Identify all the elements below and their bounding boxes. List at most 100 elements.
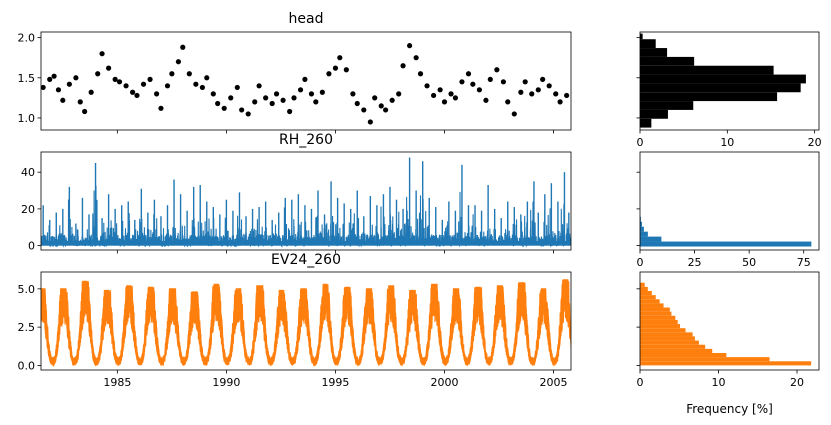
- RH_260-hist-bar: [640, 241, 812, 247]
- head-point: [204, 75, 210, 81]
- head-points: [41, 43, 570, 125]
- head-point: [367, 119, 373, 125]
- x-tick-label: 75: [797, 256, 811, 269]
- head-point: [164, 83, 171, 89]
- head-point: [553, 91, 559, 97]
- x-tick-label: 1985: [103, 376, 131, 389]
- EV24_260-hist-bar: [640, 290, 652, 296]
- head-point: [505, 99, 511, 105]
- EV24_260-hist-bar: [640, 332, 693, 337]
- head-point: [400, 63, 406, 69]
- head-point: [343, 67, 349, 73]
- head-point: [73, 75, 79, 81]
- EV24_260-hist-bar: [640, 286, 648, 291]
- y-tick-label: 40: [21, 166, 35, 179]
- head-point: [540, 76, 546, 82]
- head-point: [511, 111, 517, 117]
- head-point: [354, 100, 360, 107]
- head-point: [332, 65, 339, 71]
- head-hist-bar: [640, 65, 774, 75]
- head-hist-bar: [640, 92, 778, 102]
- EV24_260-hist-xlabel: Frequency [%]: [686, 402, 773, 416]
- head-point: [487, 76, 493, 82]
- EV24_260-hist-bar: [640, 324, 681, 329]
- RH_260-hist-bar: [640, 221, 642, 227]
- head-point: [396, 91, 402, 97]
- head-point: [291, 95, 297, 101]
- head-point: [389, 97, 395, 103]
- ev-band: [41, 279, 571, 368]
- x-tick-label: 20: [790, 376, 804, 389]
- head-hist-bars: [640, 33, 806, 128]
- head-point: [130, 89, 136, 95]
- head-point: [112, 76, 118, 82]
- y-tick-label: 1.0: [18, 112, 36, 125]
- head-point: [302, 76, 308, 82]
- head-point: [459, 79, 465, 85]
- head-point: [175, 59, 182, 65]
- head-point: [147, 76, 153, 82]
- head-point: [313, 99, 319, 105]
- EV24_260-hist-bar: [640, 328, 686, 333]
- EV24_260-hist-bar: [640, 295, 656, 300]
- head-hist-bar: [640, 39, 656, 49]
- y-tick-label: 1.5: [18, 72, 36, 85]
- head-point: [153, 91, 160, 97]
- head-hist-bar: [640, 109, 668, 119]
- head-point: [47, 76, 53, 82]
- x-tick-label: 25: [688, 256, 702, 269]
- EV24_260-hist-bar: [640, 299, 660, 304]
- y-tick-label: 0: [28, 240, 35, 253]
- head-point: [337, 55, 343, 61]
- head-point: [378, 103, 384, 109]
- head-point: [82, 108, 88, 115]
- head-point: [424, 83, 430, 89]
- head-hist-bar: [640, 33, 643, 40]
- head-point: [228, 95, 234, 101]
- EV24_260-hist-bar: [640, 319, 678, 325]
- RH_260-hist-axes: [639, 151, 820, 251]
- head-point: [518, 89, 524, 95]
- head-point: [186, 71, 192, 77]
- head-point: [269, 100, 275, 107]
- head-hist-bar: [640, 83, 801, 93]
- head-point: [60, 97, 66, 103]
- rh-line: [41, 185, 571, 248]
- head-point: [350, 91, 356, 97]
- ev-title: EV24_260: [271, 252, 341, 268]
- head-point: [95, 71, 101, 77]
- head-point: [234, 84, 240, 91]
- rh-title: RH_260: [279, 132, 333, 148]
- head-point: [287, 108, 293, 115]
- head-point: [215, 100, 221, 107]
- head-point: [535, 87, 541, 93]
- head-point: [557, 99, 563, 105]
- head-point: [158, 105, 164, 111]
- x-tick-label: 10: [712, 376, 726, 389]
- head-point: [199, 84, 205, 91]
- head-point: [470, 81, 476, 87]
- x-tick-label: 0: [637, 376, 644, 389]
- head-point: [494, 67, 500, 73]
- RH_260-hist-bar: [640, 236, 662, 242]
- head-point: [273, 91, 280, 97]
- head-point: [413, 55, 419, 61]
- head-point: [169, 71, 175, 77]
- EV24_260-hist-bar: [640, 307, 670, 312]
- head-point: [180, 44, 186, 50]
- RH_260-hist-bar: [640, 231, 648, 237]
- head-point: [51, 73, 57, 79]
- EV24_260-hist-bar: [640, 348, 713, 354]
- head-point: [326, 71, 332, 77]
- EV24_260-hist-axes: [639, 271, 820, 371]
- RH_260-hist-bars: [640, 216, 812, 247]
- head-point: [193, 81, 199, 87]
- head-hist-axes: [639, 31, 820, 131]
- x-tick-label: 1995: [321, 376, 349, 389]
- EV24_260-hist-bar: [640, 340, 699, 345]
- RH_260-hist-bar: [640, 226, 644, 232]
- head-point: [383, 107, 389, 113]
- y-tick-label: 0.0: [18, 359, 36, 372]
- RH_260-hist-bar: [640, 216, 641, 222]
- head-point: [297, 87, 304, 93]
